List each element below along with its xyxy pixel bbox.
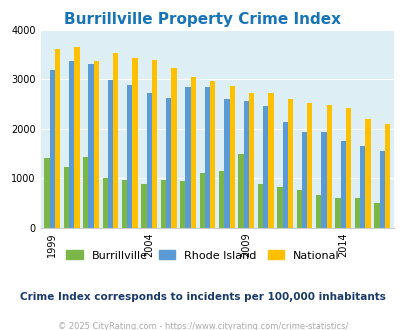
Bar <box>74 47 79 228</box>
Bar <box>340 141 345 228</box>
Bar <box>122 180 127 228</box>
Bar <box>229 86 234 228</box>
Bar <box>262 106 268 228</box>
Bar <box>113 53 118 228</box>
Bar <box>243 101 248 228</box>
Bar <box>277 187 282 228</box>
Bar <box>238 154 243 228</box>
Text: © 2025 CityRating.com - https://www.cityrating.com/crime-statistics/: © 2025 CityRating.com - https://www.city… <box>58 322 347 330</box>
Bar <box>160 180 166 228</box>
Bar <box>171 68 176 228</box>
Bar <box>44 158 49 228</box>
Bar <box>301 132 307 228</box>
Legend: Burrillville, Rhode Island, National: Burrillville, Rhode Island, National <box>62 246 343 265</box>
Bar <box>199 173 205 228</box>
Bar <box>102 178 108 228</box>
Bar <box>359 146 364 228</box>
Bar <box>166 98 171 228</box>
Bar <box>345 108 350 228</box>
Bar <box>287 99 292 228</box>
Bar <box>335 199 340 228</box>
Bar <box>132 58 137 228</box>
Bar <box>94 61 99 228</box>
Bar <box>83 157 88 228</box>
Bar <box>141 184 146 228</box>
Bar <box>55 49 60 228</box>
Bar <box>210 81 215 228</box>
Bar <box>180 181 185 228</box>
Bar <box>185 87 190 228</box>
Bar <box>282 122 287 228</box>
Bar <box>88 64 94 228</box>
Bar <box>151 60 157 228</box>
Bar <box>257 184 262 228</box>
Bar <box>307 104 311 228</box>
Bar <box>146 93 151 228</box>
Bar <box>320 132 326 228</box>
Bar <box>127 85 132 228</box>
Bar <box>326 105 331 228</box>
Text: Burrillville Property Crime Index: Burrillville Property Crime Index <box>64 12 341 26</box>
Bar <box>205 87 210 228</box>
Bar <box>384 124 389 228</box>
Bar <box>219 171 224 228</box>
Bar <box>364 119 370 228</box>
Bar <box>190 77 196 228</box>
Bar <box>69 61 74 228</box>
Bar <box>296 190 301 228</box>
Bar <box>315 195 320 228</box>
Bar <box>248 93 254 228</box>
Bar <box>64 167 69 228</box>
Bar <box>373 203 379 228</box>
Bar <box>108 80 113 228</box>
Bar <box>354 198 359 228</box>
Bar <box>49 70 55 228</box>
Bar <box>224 100 229 228</box>
Bar <box>268 93 273 228</box>
Text: Crime Index corresponds to incidents per 100,000 inhabitants: Crime Index corresponds to incidents per… <box>20 292 385 302</box>
Bar <box>379 151 384 228</box>
